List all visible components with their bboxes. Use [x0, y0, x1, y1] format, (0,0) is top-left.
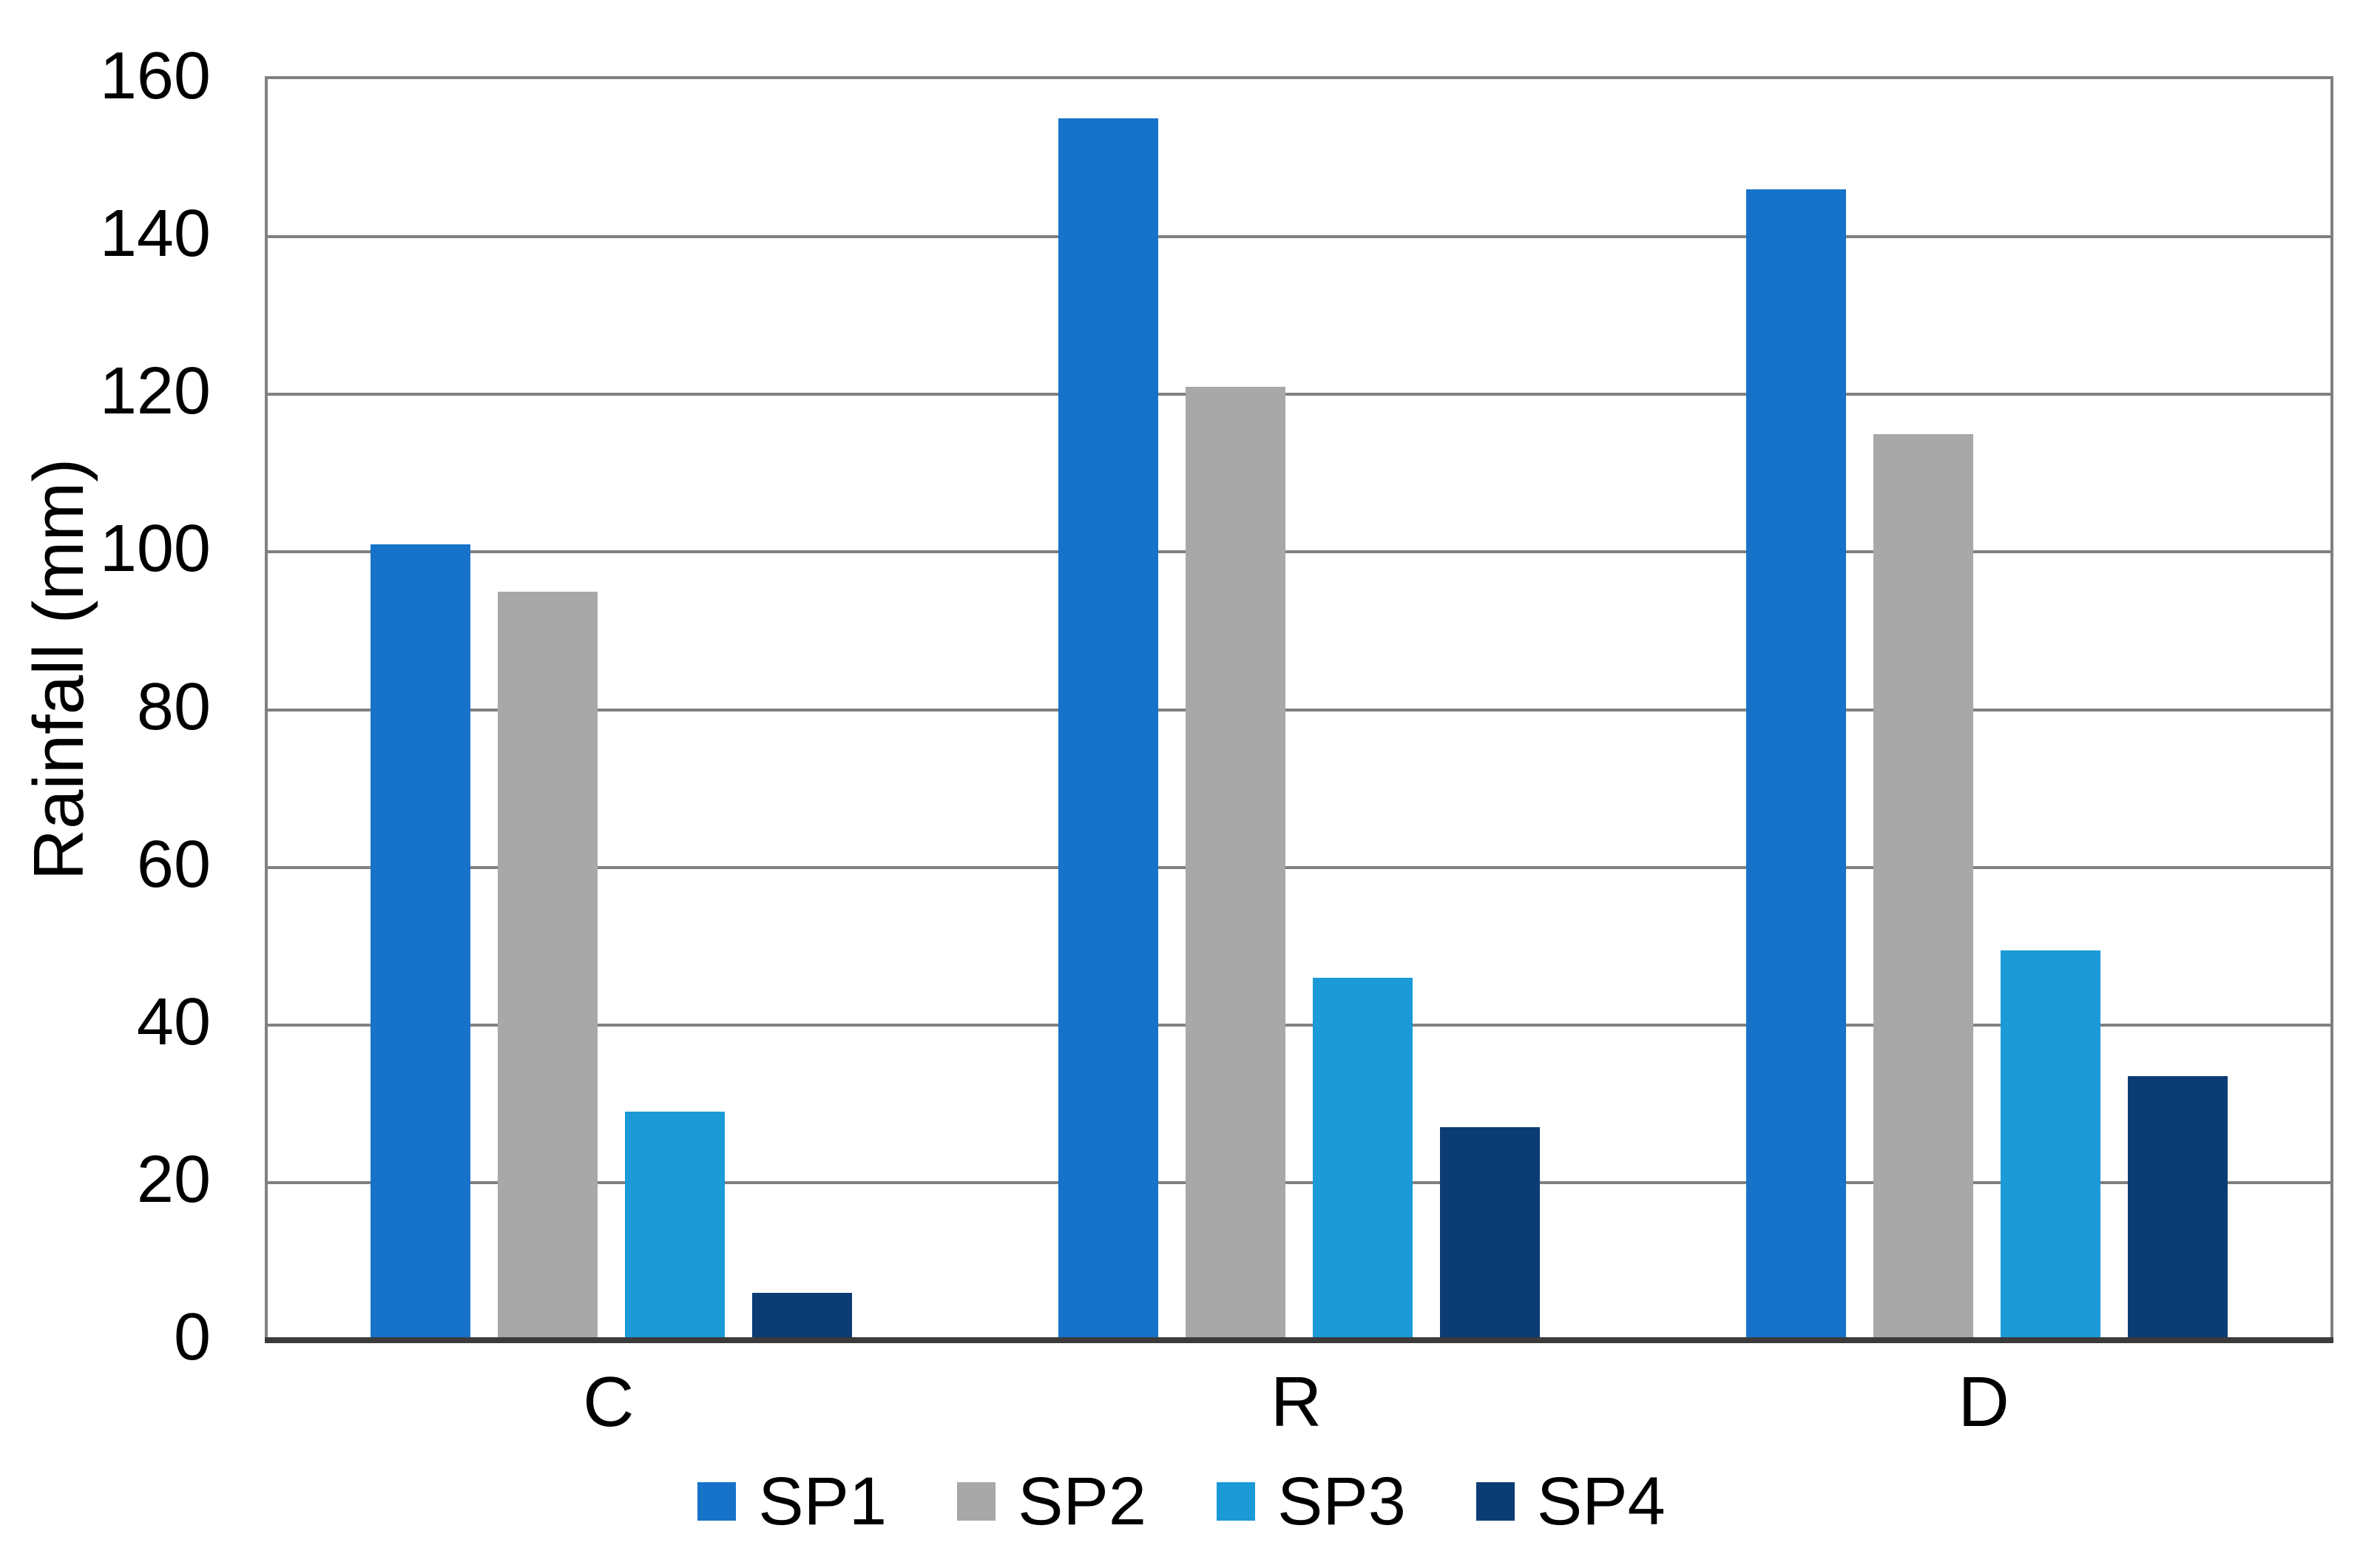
- legend-item-SP4: SP4: [1475, 1464, 1666, 1539]
- bar-SP2-D: [1873, 433, 1973, 1340]
- legend-label: SP4: [1536, 1464, 1666, 1539]
- bar-SP2-R: [1185, 386, 1285, 1340]
- legend-label: SP1: [758, 1464, 888, 1539]
- legend-swatch-icon: [1475, 1482, 1515, 1521]
- y-tick-label-120: 120: [99, 354, 211, 429]
- legend-label: SP2: [1018, 1464, 1146, 1539]
- x-label-D: D: [1958, 1362, 2009, 1442]
- bar-SP1-R: [1058, 118, 1158, 1340]
- legend: SP1 SP2 SP3 SP4: [0, 1453, 2363, 1550]
- bar-SP4-C: [752, 1293, 853, 1340]
- y-tick-label-20: 20: [136, 1142, 211, 1217]
- y-tick-label-60: 60: [136, 827, 211, 902]
- y-tick-label-80: 80: [136, 669, 211, 744]
- plot-area: [265, 76, 2333, 1343]
- bar-SP4-D: [2127, 1076, 2228, 1340]
- bar-SP1-D: [1745, 189, 1846, 1340]
- y-tick-label-0: 0: [173, 1300, 211, 1374]
- x-label-C: C: [583, 1362, 635, 1442]
- gridline-20: [268, 1180, 2330, 1184]
- bar-SP2-C: [498, 591, 598, 1340]
- y-tick-label-100: 100: [99, 512, 211, 587]
- legend-swatch-icon: [1217, 1482, 1255, 1521]
- legend-item-SP1: SP1: [697, 1467, 887, 1535]
- gridline-140: [268, 235, 2330, 239]
- gridline-80: [268, 708, 2330, 712]
- legend-item-SP3: SP3: [1217, 1467, 1406, 1535]
- x-axis-line: [265, 1337, 2333, 1343]
- bar-SP3-D: [2000, 950, 2100, 1340]
- gridline-120: [268, 393, 2330, 396]
- y-tick-label-160: 160: [99, 39, 211, 113]
- legend-item-SP2: SP2: [957, 1467, 1146, 1535]
- bar-SP3-C: [625, 1111, 726, 1340]
- bar-SP4-R: [1440, 1127, 1541, 1340]
- gridline-60: [268, 865, 2330, 869]
- y-tick-label-40: 40: [136, 984, 211, 1059]
- legend-swatch-icon: [697, 1482, 737, 1521]
- legend-label: SP3: [1277, 1464, 1406, 1539]
- y-tick-label-140: 140: [99, 197, 211, 271]
- bar-SP3-R: [1313, 977, 1413, 1340]
- legend-swatch-icon: [957, 1482, 996, 1521]
- x-label-R: R: [1270, 1362, 1322, 1442]
- bar-SP1-C: [371, 544, 471, 1340]
- gridline-100: [268, 550, 2330, 554]
- gridline-40: [268, 1023, 2330, 1027]
